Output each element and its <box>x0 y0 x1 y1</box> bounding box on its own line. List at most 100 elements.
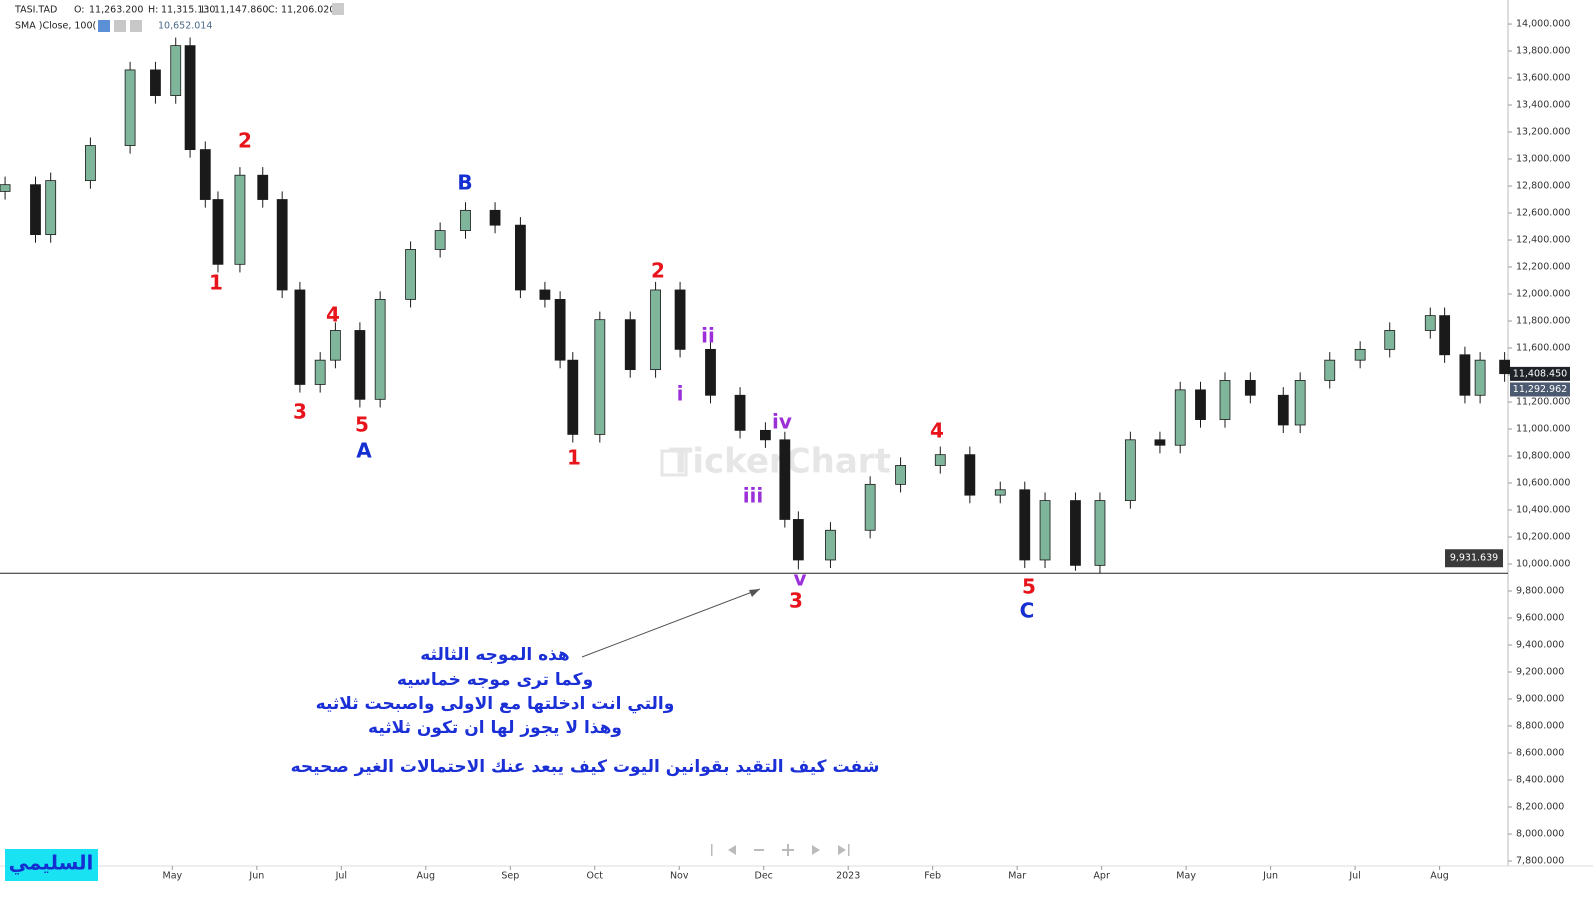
nav-start[interactable] <box>711 844 713 856</box>
nav-prev[interactable] <box>728 845 736 855</box>
x-tick-label: 2023 <box>836 871 860 882</box>
x-tick-label: Jun <box>1262 871 1278 882</box>
candle-body <box>294 289 306 385</box>
hline-tag: 9,931.639 <box>1450 553 1498 564</box>
candle-body <box>434 230 446 250</box>
candle-body <box>1474 359 1486 396</box>
x-tick-label: Jul <box>1348 871 1360 882</box>
hline-tag-box <box>1445 549 1503 568</box>
wave-label: 3 <box>293 400 307 424</box>
x-tick-label: Dec <box>755 871 773 882</box>
nav-controls[interactable] <box>711 844 850 856</box>
nav-zoom-in[interactable] <box>782 844 794 856</box>
candle-body <box>1294 380 1306 426</box>
y-tick-label: 9,400.000 <box>1516 640 1564 651</box>
x-tick-label: May <box>163 871 183 882</box>
y-tick-label: 8,000.000 <box>1516 829 1564 840</box>
indicator-name: SMA )Close, 100( <box>15 21 96 32</box>
candle-body <box>567 359 579 435</box>
x-tick-label: Feb <box>924 871 941 882</box>
candle-body <box>1019 489 1031 561</box>
x-tick-label: Apr <box>1093 871 1110 882</box>
candle-body <box>184 45 196 150</box>
y-tick-label: 7,800.000 <box>1516 856 1564 867</box>
x-tick-label: Jul <box>335 871 347 882</box>
header-bg <box>0 2 345 34</box>
candle-body <box>1094 500 1106 566</box>
y-tick-label: 14,000.000 <box>1516 19 1570 30</box>
candle-body <box>779 439 791 520</box>
wave-label: v <box>793 567 806 591</box>
signature: السليمي <box>9 851 94 876</box>
candle-body <box>0 184 11 192</box>
note-text: هذه الموجه الثالثه <box>420 645 569 665</box>
wave-label: 5 <box>1022 575 1036 599</box>
candle-body <box>760 429 771 441</box>
wave-label: 1 <box>209 271 223 295</box>
candle-body <box>964 454 976 496</box>
candle-body <box>212 199 224 265</box>
candle-body <box>994 489 1006 496</box>
ohlc-key: C: <box>268 5 278 16</box>
candle-body <box>624 319 636 371</box>
price-tag-box <box>1510 382 1570 397</box>
x-tick-label: Mar <box>1008 871 1026 882</box>
y-tick-label: 13,400.000 <box>1516 100 1570 111</box>
ohlc-value: 11,315.130 <box>161 5 215 16</box>
indicator-value: 10,652.014 <box>158 21 212 32</box>
x-tick-label: Aug <box>1430 871 1449 882</box>
wave-label: 1 <box>567 446 581 470</box>
candle-body <box>1459 354 1471 396</box>
candle-body <box>1154 439 1166 446</box>
y-tick-label: 12,800.000 <box>1516 181 1570 192</box>
x-tick-label: Oct <box>587 871 604 882</box>
nav-end[interactable] <box>838 844 850 856</box>
candle-body <box>257 174 269 200</box>
x-tick-label: Aug <box>417 871 436 882</box>
wave-label: B <box>457 171 472 195</box>
y-tick-label: 13,800.000 <box>1516 46 1570 57</box>
x-tick-label: Nov <box>670 871 689 882</box>
wave-label: 5 <box>355 413 369 437</box>
y-tick-label: 13,200.000 <box>1516 127 1570 138</box>
wave-label: A <box>356 439 372 463</box>
candle-body <box>515 224 526 291</box>
candle-body <box>895 465 906 485</box>
watermark-icon <box>660 449 688 477</box>
candle-body <box>1174 389 1186 446</box>
candle-body <box>1039 500 1051 561</box>
candle-body <box>705 348 716 396</box>
candle-body <box>234 174 246 265</box>
candle-body <box>674 289 686 350</box>
ohlc-value: 11,206.020 <box>281 5 335 16</box>
candle-body <box>329 330 341 361</box>
y-tick-label: 13,000.000 <box>1516 154 1570 165</box>
candle-body <box>405 249 416 300</box>
y-tick-label: 12,000.000 <box>1516 289 1570 300</box>
candle-body <box>1195 389 1206 420</box>
ohlc-value: 11,147.860 <box>214 5 268 16</box>
y-tick-label: 11,000.000 <box>1516 424 1570 435</box>
nav-zoom-out[interactable] <box>754 849 764 851</box>
signature-box <box>5 849 98 881</box>
y-tick-label: 8,600.000 <box>1516 748 1564 759</box>
ohlc-key: O: <box>74 5 85 16</box>
candle-body <box>734 394 746 431</box>
candle-body <box>1277 394 1289 426</box>
note-text: وهذا لا يجوز لها ان تكون ثلاثيه <box>368 718 622 738</box>
candle-body <box>594 319 606 435</box>
nav-next[interactable] <box>812 845 820 855</box>
candle-body <box>150 69 161 96</box>
candle-body <box>554 299 566 361</box>
candle-body <box>650 289 661 371</box>
candle-body <box>374 299 386 400</box>
y-tick-label: 9,200.000 <box>1516 667 1564 678</box>
candle-body <box>1070 500 1081 566</box>
y-tick-label: 12,400.000 <box>1516 235 1570 246</box>
candle-body <box>1324 359 1336 381</box>
wave-label: 4 <box>326 303 340 327</box>
candle-body <box>825 529 836 561</box>
y-tick-label: 9,600.000 <box>1516 613 1564 624</box>
